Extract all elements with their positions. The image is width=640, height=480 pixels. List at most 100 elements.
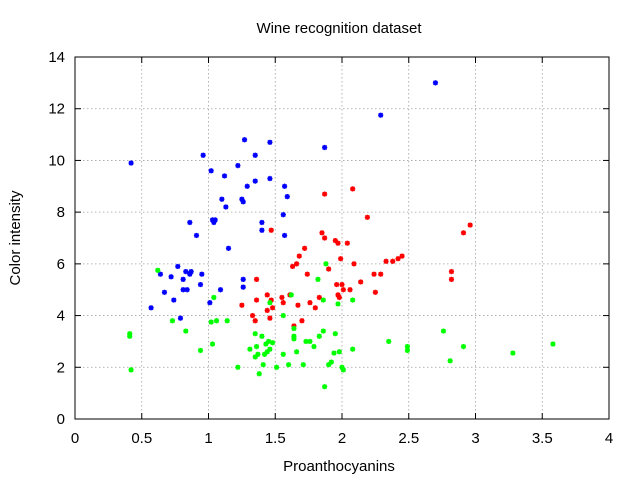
data-point xyxy=(188,269,194,275)
y-tick-label: 12 xyxy=(48,101,65,118)
data-point xyxy=(239,302,245,308)
data-point xyxy=(432,80,439,86)
data-point xyxy=(335,240,341,246)
data-point xyxy=(364,214,370,220)
data-point xyxy=(339,281,345,288)
data-point xyxy=(219,196,225,202)
data-point xyxy=(322,384,328,390)
x-tick-label: 0 xyxy=(71,430,79,447)
plot-frame xyxy=(74,56,610,420)
data-point xyxy=(351,261,357,267)
data-point xyxy=(307,338,313,345)
data-point xyxy=(127,333,133,339)
data-point xyxy=(252,318,258,324)
data-point xyxy=(252,152,258,158)
grid-layer xyxy=(75,57,609,419)
data-point xyxy=(183,269,189,275)
data-point xyxy=(197,281,204,288)
data-point xyxy=(448,276,455,282)
data-point xyxy=(267,175,273,182)
data-point xyxy=(240,199,246,205)
y-tick-label: 2 xyxy=(57,359,65,376)
data-point xyxy=(180,287,186,293)
data-point xyxy=(315,276,321,282)
data-point xyxy=(371,271,377,277)
y-tick-label: 0 xyxy=(57,411,65,428)
y-tick-label: 8 xyxy=(57,204,65,221)
data-point xyxy=(399,253,405,259)
point-layer xyxy=(127,80,556,390)
data-point xyxy=(395,256,401,262)
data-point xyxy=(197,347,204,354)
data-point xyxy=(240,276,246,282)
data-point xyxy=(320,328,326,334)
data-point xyxy=(128,160,134,166)
data-point xyxy=(224,318,230,324)
data-point xyxy=(259,219,265,226)
data-point xyxy=(467,222,473,228)
data-point xyxy=(326,266,332,272)
data-point xyxy=(304,271,310,277)
data-point xyxy=(460,344,467,350)
data-point xyxy=(240,284,246,290)
data-point xyxy=(311,344,317,350)
data-point xyxy=(294,349,300,355)
data-point xyxy=(378,271,384,277)
data-point xyxy=(328,359,334,365)
data-point xyxy=(128,367,134,373)
data-point xyxy=(267,315,273,321)
data-point xyxy=(336,294,342,301)
data-point xyxy=(336,349,342,355)
data-point xyxy=(268,227,274,233)
data-point xyxy=(264,292,270,298)
data-point xyxy=(404,347,411,354)
data-point xyxy=(335,301,341,307)
data-point xyxy=(212,217,218,223)
data-point xyxy=(253,276,260,282)
data-point xyxy=(267,300,273,306)
data-point xyxy=(291,325,297,332)
data-point xyxy=(296,253,302,259)
data-point xyxy=(331,350,337,356)
data-point xyxy=(323,261,329,267)
data-point xyxy=(510,350,516,356)
data-point xyxy=(332,331,338,337)
data-point xyxy=(187,219,193,226)
data-point xyxy=(279,294,285,301)
y-axis-label: Color intensity xyxy=(7,190,24,286)
data-point xyxy=(155,267,161,273)
data-point xyxy=(280,212,286,218)
data-point xyxy=(177,315,184,321)
x-tick-label: 1 xyxy=(204,430,212,447)
data-point xyxy=(281,232,288,239)
data-point xyxy=(265,338,272,345)
y-tick-label: 10 xyxy=(48,152,65,169)
series-0 xyxy=(128,80,439,321)
data-point xyxy=(253,344,260,350)
data-point xyxy=(316,294,322,301)
data-point xyxy=(307,300,313,306)
data-point xyxy=(175,263,181,270)
data-point xyxy=(223,204,229,210)
x-tick-label: 0.5 xyxy=(131,430,152,447)
data-point xyxy=(269,340,276,346)
data-point xyxy=(460,230,467,236)
data-point xyxy=(372,289,378,295)
data-point xyxy=(404,344,411,350)
data-point xyxy=(303,338,309,345)
data-point xyxy=(168,274,174,280)
data-point xyxy=(256,371,262,377)
data-point xyxy=(235,364,241,370)
data-point xyxy=(378,112,384,118)
data-point xyxy=(312,305,318,311)
data-point xyxy=(260,362,266,368)
data-point xyxy=(299,318,305,324)
series-1 xyxy=(239,186,473,329)
data-point xyxy=(300,362,306,368)
data-point xyxy=(344,240,350,246)
data-point xyxy=(247,346,253,352)
data-point xyxy=(440,328,447,334)
data-point xyxy=(280,351,286,357)
x-tick-label: 2.5 xyxy=(398,430,419,447)
data-point xyxy=(244,183,250,189)
